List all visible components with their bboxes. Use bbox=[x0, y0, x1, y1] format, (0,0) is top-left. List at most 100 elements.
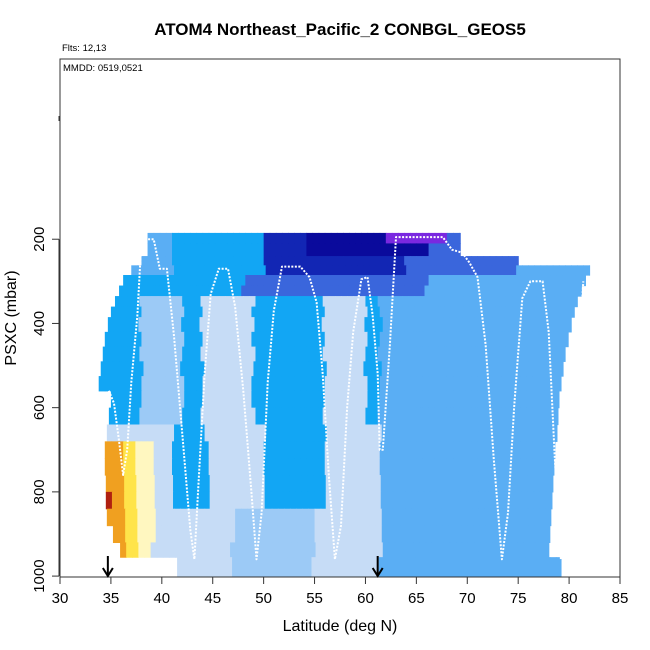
heatmap-cell bbox=[510, 525, 517, 544]
heatmap-cell bbox=[288, 458, 295, 476]
heatmap-cell bbox=[235, 285, 242, 297]
heatmap-cell bbox=[312, 306, 320, 318]
heatmap-cell bbox=[367, 441, 375, 459]
heatmap-cell bbox=[179, 491, 186, 510]
heatmap-cell bbox=[320, 508, 328, 527]
heatmap-cell bbox=[202, 390, 210, 409]
heatmap-cell bbox=[418, 525, 426, 544]
heatmap-cell bbox=[318, 390, 326, 409]
heatmap-cell bbox=[393, 285, 401, 297]
heatmap-cell bbox=[514, 376, 521, 392]
heatmap-cell bbox=[133, 296, 141, 308]
heatmap-cell bbox=[159, 331, 167, 348]
heatmap-cell bbox=[277, 424, 285, 442]
heatmap-cell bbox=[320, 285, 328, 297]
heatmap-cell bbox=[473, 285, 481, 297]
heatmap-cell bbox=[310, 346, 318, 362]
heatmap-cell bbox=[387, 361, 395, 377]
heatmap-cell bbox=[485, 424, 493, 442]
heatmap-cell bbox=[132, 317, 139, 333]
heatmap-cell bbox=[357, 525, 365, 544]
heatmap-cell bbox=[443, 317, 451, 333]
heatmap-cell bbox=[534, 525, 542, 544]
marker-arrow-head bbox=[102, 567, 114, 578]
heatmap-cell bbox=[361, 275, 369, 287]
heatmap-cell bbox=[406, 424, 413, 442]
heatmap-cell bbox=[302, 361, 310, 377]
heatmap-cell bbox=[489, 306, 497, 318]
heatmap-cell bbox=[374, 491, 382, 510]
heatmap-cell bbox=[125, 361, 132, 377]
heatmap-cell bbox=[129, 441, 136, 459]
heatmap-cell bbox=[208, 256, 216, 266]
heatmap-cell bbox=[556, 331, 564, 348]
heatmap-cell bbox=[367, 458, 375, 476]
heatmap-cell bbox=[385, 458, 393, 476]
heatmap-cell bbox=[244, 557, 251, 577]
heatmap-cell bbox=[288, 275, 295, 287]
heatmap-cell bbox=[560, 346, 566, 362]
heatmap-cell bbox=[197, 491, 205, 510]
heatmap-cell bbox=[538, 458, 546, 476]
heatmap-cell bbox=[330, 232, 338, 245]
heatmap-cell bbox=[559, 317, 567, 333]
heatmap-cell bbox=[257, 275, 265, 287]
heatmap-cell bbox=[349, 390, 356, 409]
heatmap-cell bbox=[194, 346, 202, 362]
heatmap-cell bbox=[191, 475, 199, 493]
heatmap-cell bbox=[119, 525, 126, 544]
heatmap-cell bbox=[255, 296, 263, 308]
heatmap-cell bbox=[175, 317, 182, 333]
heatmap-cell bbox=[416, 256, 424, 266]
heatmap-cell bbox=[475, 346, 483, 362]
heatmap-cell bbox=[417, 491, 425, 510]
heatmap-cell bbox=[312, 390, 320, 409]
heatmap-cell bbox=[235, 361, 242, 377]
heatmap-cell bbox=[483, 275, 491, 287]
heatmap-cell bbox=[524, 296, 531, 308]
heatmap-cell bbox=[490, 491, 498, 510]
heatmap-cell bbox=[532, 390, 540, 409]
heatmap-cell bbox=[220, 275, 228, 287]
heatmap-cell bbox=[131, 361, 138, 377]
heatmap-cell bbox=[204, 424, 212, 442]
heatmap-cell bbox=[336, 441, 344, 459]
heatmap-cell bbox=[318, 376, 326, 392]
heatmap-cell bbox=[222, 424, 230, 442]
heatmap-cell bbox=[253, 265, 261, 276]
heatmap-cell bbox=[233, 256, 240, 266]
heatmap-cell bbox=[324, 306, 332, 318]
heatmap-cell bbox=[497, 361, 505, 377]
heatmap-cell bbox=[318, 331, 326, 348]
heatmap-cell bbox=[552, 424, 558, 442]
heatmap-cell bbox=[526, 390, 534, 409]
heatmap-cell bbox=[554, 346, 562, 362]
heatmap-cell bbox=[281, 376, 289, 392]
heatmap-cell bbox=[520, 390, 527, 409]
heatmap-cell bbox=[518, 346, 525, 362]
heatmap-cell bbox=[571, 265, 578, 276]
heatmap-cell bbox=[473, 265, 481, 276]
heatmap-cell bbox=[186, 525, 193, 544]
heatmap-cell bbox=[528, 525, 536, 544]
heatmap-cell bbox=[222, 361, 230, 377]
heatmap-cell bbox=[218, 407, 226, 426]
heatmap-cell bbox=[423, 475, 431, 493]
heatmap-cell bbox=[485, 508, 493, 527]
heatmap-cell bbox=[416, 441, 424, 459]
heatmap-cell bbox=[418, 361, 426, 377]
heatmap-cell bbox=[477, 441, 485, 459]
heatmap-cell bbox=[206, 407, 214, 426]
heatmap-cell bbox=[296, 285, 303, 297]
heatmap-cell bbox=[243, 346, 250, 362]
heatmap-cell bbox=[161, 265, 169, 276]
heatmap-cell bbox=[380, 475, 388, 493]
heatmap-cell bbox=[542, 296, 550, 308]
heatmap-cell bbox=[536, 407, 544, 426]
heatmap-cell bbox=[167, 285, 175, 297]
heatmap-cell bbox=[161, 361, 169, 377]
heatmap-cell bbox=[154, 491, 162, 510]
heatmap-cell bbox=[471, 441, 479, 459]
heatmap-cell bbox=[176, 346, 183, 362]
heatmap-cell bbox=[496, 491, 504, 510]
